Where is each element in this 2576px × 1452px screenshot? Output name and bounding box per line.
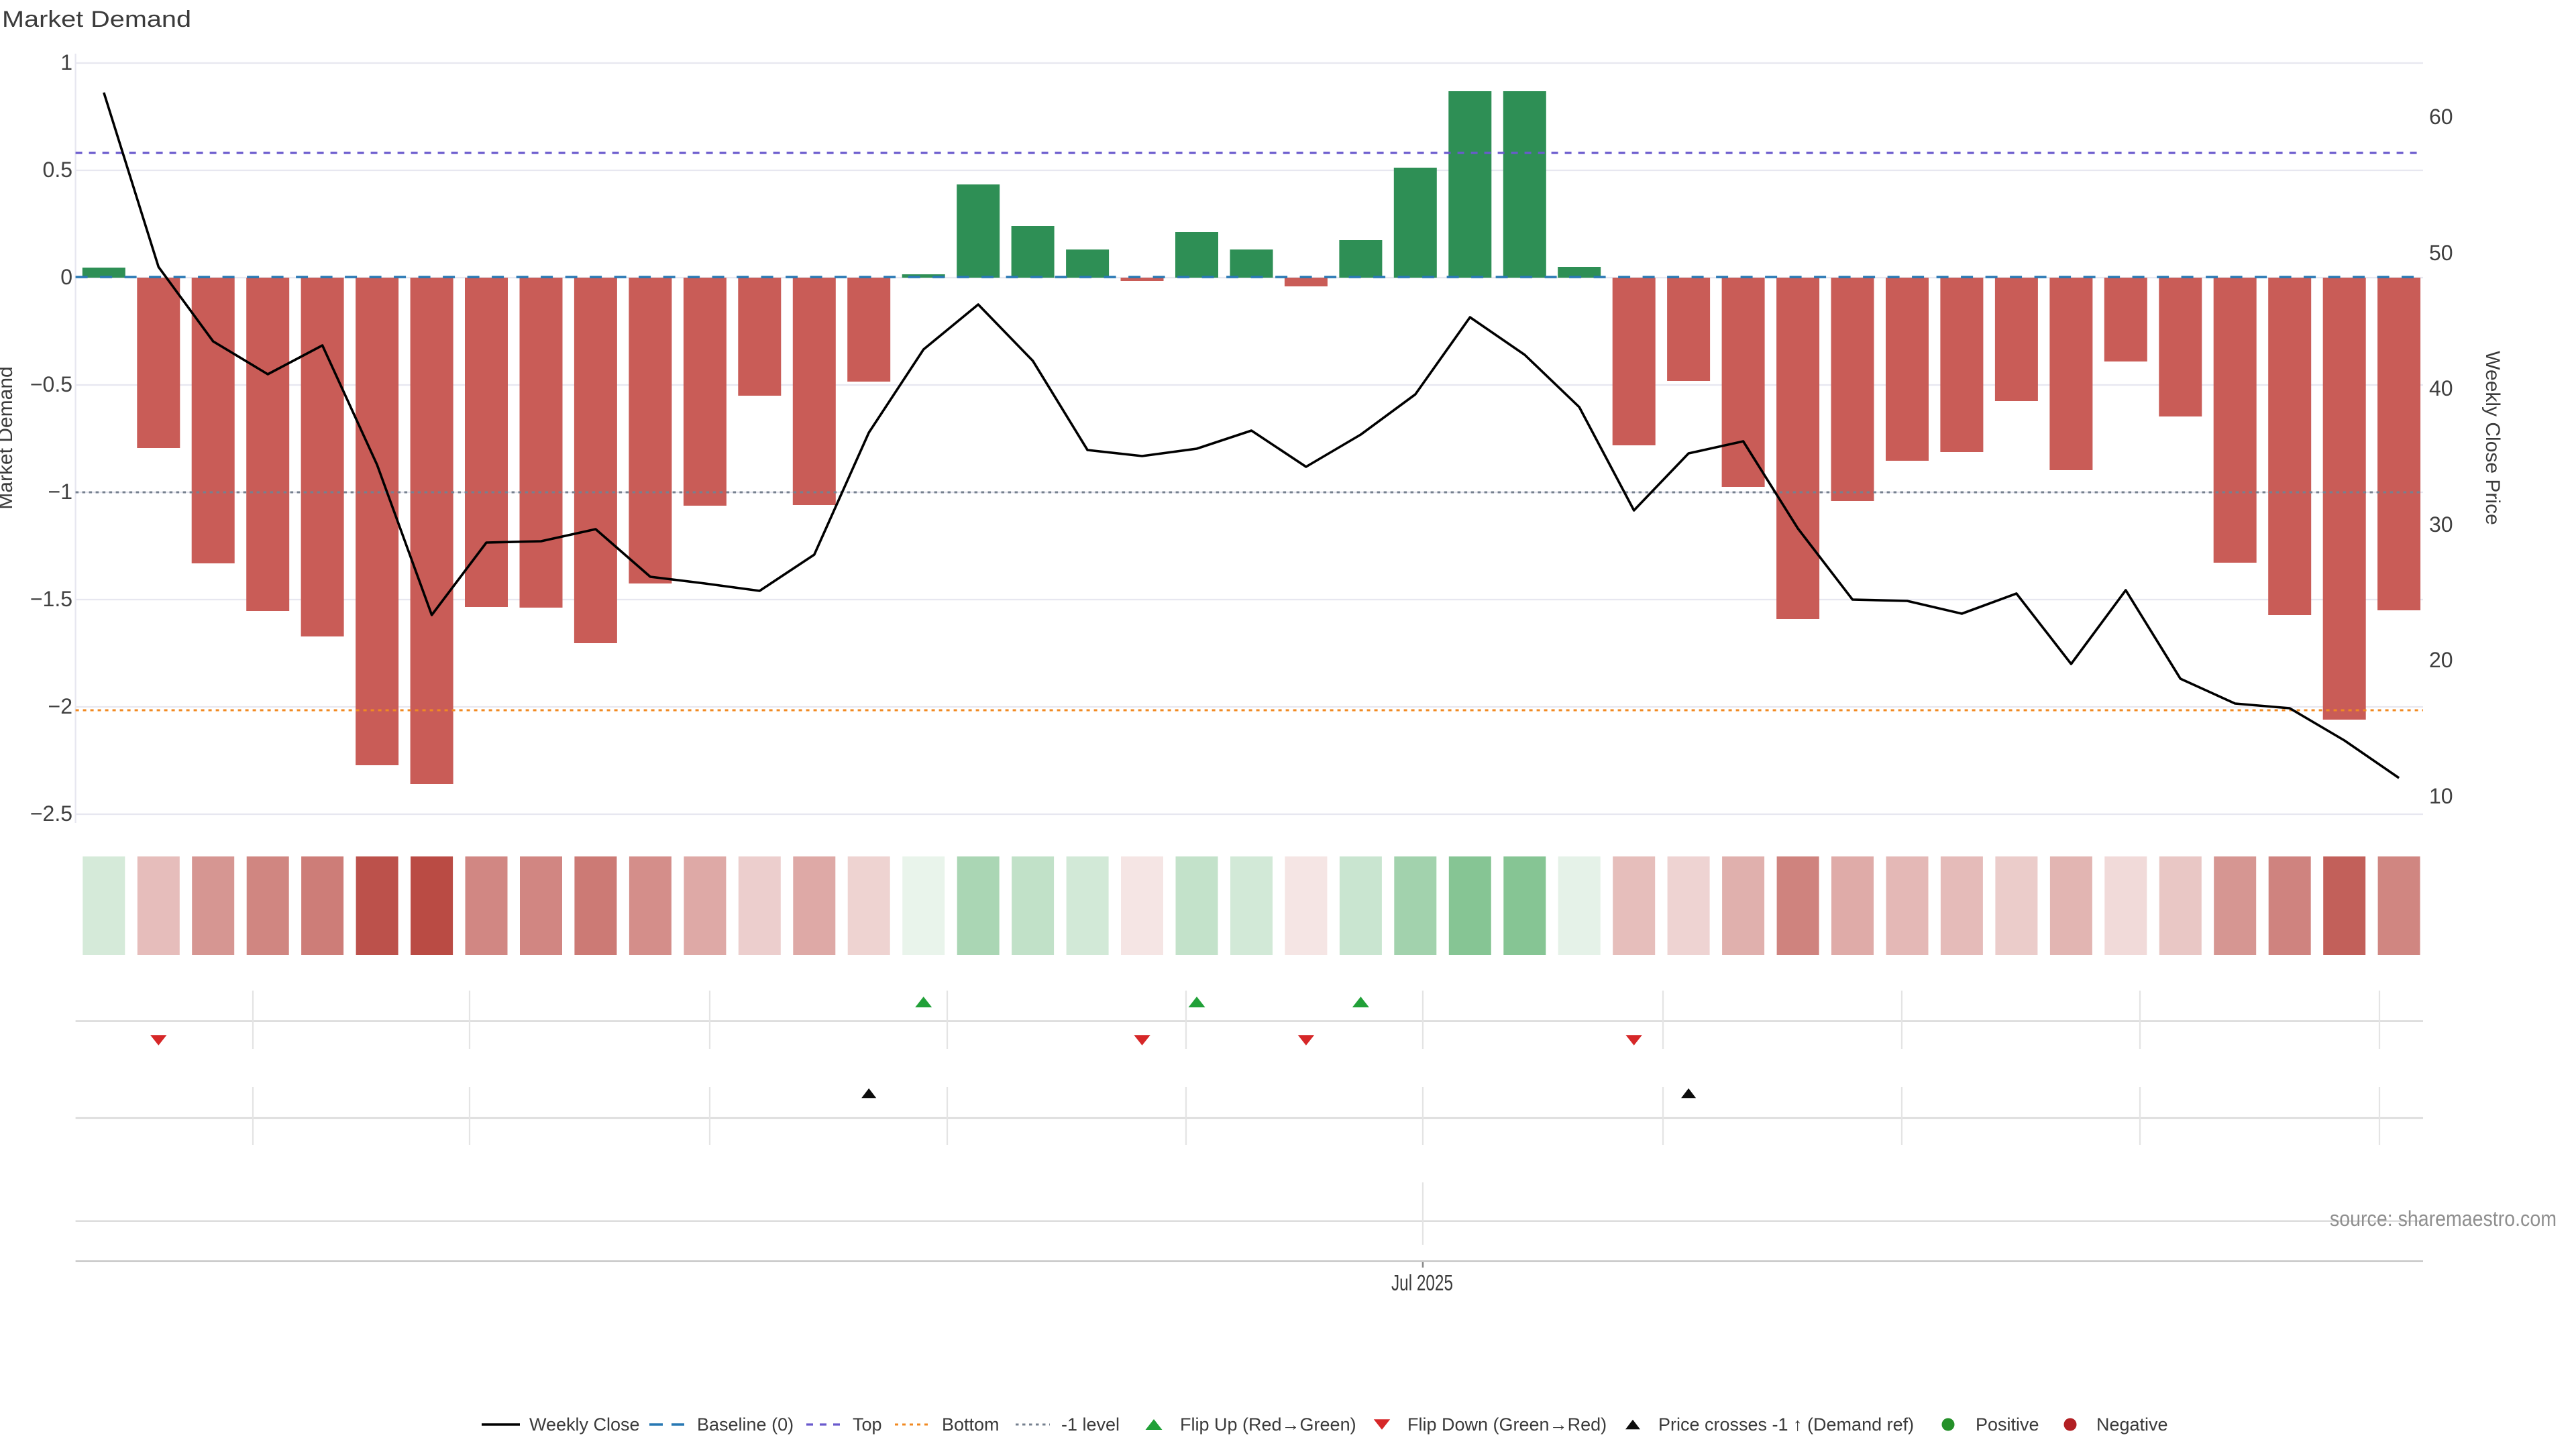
svg-text:Weekly Close Price: Weekly Close Price <box>2481 351 2504 525</box>
svg-text:20: 20 <box>2429 648 2453 672</box>
svg-text:Flip Down (Green→Red): Flip Down (Green→Red) <box>1407 1414 1607 1435</box>
svg-text:−1: −1 <box>48 480 72 504</box>
svg-text:0: 0 <box>60 265 72 289</box>
svg-text:50: 50 <box>2429 241 2453 265</box>
svg-text:1: 1 <box>60 50 72 74</box>
svg-text:60: 60 <box>2429 105 2453 129</box>
svg-text:Market Demand: Market Demand <box>2 7 191 32</box>
svg-text:−2: −2 <box>48 694 72 718</box>
svg-text:0.5: 0.5 <box>43 158 72 182</box>
svg-text:Negative: Negative <box>2096 1414 2168 1435</box>
svg-text:Market Demand: Market Demand <box>0 366 17 509</box>
svg-text:source: sharemaestro.com: source: sharemaestro.com <box>2330 1207 2557 1231</box>
svg-text:−2.5: −2.5 <box>30 801 72 826</box>
svg-text:30: 30 <box>2429 512 2453 537</box>
svg-text:-1 level: -1 level <box>1061 1414 1120 1435</box>
svg-text:Baseline (0): Baseline (0) <box>697 1414 794 1435</box>
svg-text:Flip Up (Red→Green): Flip Up (Red→Green) <box>1180 1414 1356 1435</box>
svg-text:10: 10 <box>2429 784 2453 808</box>
svg-text:Bottom: Bottom <box>942 1414 1000 1435</box>
svg-text:40: 40 <box>2429 376 2453 400</box>
svg-text:Jul 2025: Jul 2025 <box>1391 1270 1453 1295</box>
svg-text:Price crosses -1 ↑ (Demand ref: Price crosses -1 ↑ (Demand ref) <box>1658 1414 1914 1435</box>
svg-text:Top: Top <box>853 1414 882 1435</box>
svg-text:−0.5: −0.5 <box>30 372 72 396</box>
svg-text:Positive: Positive <box>1976 1414 2039 1435</box>
svg-text:Weekly Close: Weekly Close <box>529 1414 640 1435</box>
svg-text:−1.5: −1.5 <box>30 587 72 611</box>
